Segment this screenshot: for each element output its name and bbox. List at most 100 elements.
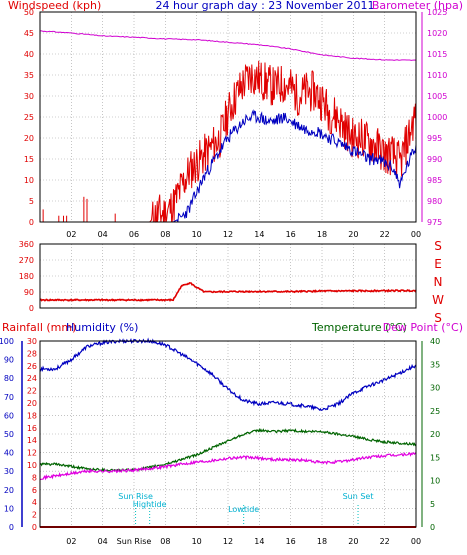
x-tick-label: 18: [317, 537, 327, 546]
windspeed-axis-title: Windspeed (kph): [8, 0, 101, 12]
rainfall-tick-label: 2: [32, 511, 37, 520]
barometer-tick-label: 975: [427, 218, 442, 227]
wind-direction-tick-label: 360: [19, 240, 34, 249]
windspeed-tick-label: 35: [24, 71, 34, 80]
compass-letter: S: [434, 239, 442, 253]
x-tick-label: 10: [192, 537, 202, 546]
humidity-tick-label: 90: [4, 356, 14, 365]
rainfall-tick-label: 18: [27, 411, 37, 420]
humidity-axis-title: Humidity (%): [66, 321, 138, 334]
barometer-tick-label: 985: [427, 176, 442, 185]
x-tick-label: 14: [254, 230, 264, 239]
x-tick-label: 06: [129, 230, 139, 239]
temperature-tick-label: 20: [430, 430, 440, 439]
dewpoint-axis-title: Dew Point (°C): [383, 321, 463, 334]
rainfall-tick-label: 0: [32, 523, 37, 532]
barometer-tick-label: 1020: [427, 29, 447, 38]
x-tick-label: 00: [411, 230, 421, 239]
rainfall-tick-label: 28: [27, 349, 37, 358]
humidity-tick-label: 60: [4, 411, 14, 420]
rainfall-tick-label: 8: [32, 473, 37, 482]
event-annotation-label: Hightide: [133, 500, 167, 509]
compass-letter: N: [434, 275, 443, 289]
rainfall-tick-label: 24: [27, 374, 37, 383]
compass-letter: W: [432, 293, 444, 307]
temperature-axis-title: Temperature (°C): [311, 321, 407, 334]
rainfall-tick-label: 4: [32, 498, 37, 507]
temperature-tick-label: 15: [430, 453, 440, 462]
rainfall-tick-label: 6: [32, 486, 37, 495]
temperature-line: [39, 427, 417, 473]
x-tick-label: 02: [66, 537, 76, 546]
windspeed-tick-label: 50: [24, 8, 34, 17]
x-tick-label: 12: [223, 230, 233, 239]
barometer-tick-label: 1010: [427, 71, 447, 80]
temperature-tick-label: 30: [430, 384, 440, 393]
rainfall-tick-label: 20: [27, 399, 37, 408]
x-tick-label: Sun Rise: [117, 537, 152, 546]
x-tick-label: 16: [286, 537, 296, 546]
barometer-tick-label: 1025: [427, 8, 447, 17]
x-tick-label: 02: [66, 230, 76, 239]
windspeed-tick-label: 15: [24, 155, 34, 164]
x-tick-label: 08: [160, 230, 170, 239]
humidity-tick-label: 50: [4, 430, 14, 439]
temperature-tick-label: 35: [430, 360, 440, 369]
x-tick-label: 12: [223, 537, 233, 546]
temperature-tick-label: 0: [430, 523, 435, 532]
humidity-plot-frame: [39, 340, 417, 528]
x-tick-label: 18: [317, 230, 327, 239]
x-tick-label: 04: [98, 537, 108, 546]
rainfall-tick-label: 12: [27, 449, 37, 458]
rainfall-tick-label: 22: [27, 387, 37, 396]
wind-direction-tick-label: 180: [19, 272, 34, 281]
barometer-tick-label: 1005: [427, 92, 447, 101]
windspeed-tick-label: 10: [24, 176, 34, 185]
temperature-tick-label: 10: [430, 477, 440, 486]
windspeed-tick-label: 5: [29, 197, 34, 206]
barometer-tick-label: 990: [427, 155, 442, 164]
humidity-tick-label: 100: [0, 337, 14, 346]
barometer-tick-label: 980: [427, 197, 442, 206]
compass-letter: E: [434, 257, 442, 271]
wind-direction-plot-frame: [39, 243, 417, 309]
temperature-tick-label: 5: [430, 500, 435, 509]
rainfall-axis-title: Rainfall (mm): [2, 321, 76, 334]
windspeed-tick-label: 45: [24, 29, 34, 38]
rainfall-tick-label: 16: [27, 424, 37, 433]
windspeed-tick-label: 40: [24, 50, 34, 59]
x-tick-label: 00: [411, 537, 421, 546]
barometer-tick-label: 995: [427, 134, 442, 143]
x-tick-label: 22: [380, 537, 390, 546]
rainfall-tick-label: 14: [27, 436, 37, 445]
x-tick-label: 10: [192, 230, 202, 239]
humidity-tick-label: 80: [4, 374, 14, 383]
humidity-tick-label: 30: [4, 467, 14, 476]
temperature-tick-label: 40: [430, 337, 440, 346]
windspeed-tick-label: 30: [24, 92, 34, 101]
event-annotation-label: Lowtide: [228, 505, 259, 514]
x-tick-label: 16: [286, 230, 296, 239]
chart-title: 24 hour graph day : 23 November 2011: [155, 0, 374, 12]
humidity-line: [39, 337, 417, 412]
windspeed-tick-label: 0: [29, 218, 34, 227]
wind-direction-tick-label: 90: [24, 288, 34, 297]
x-tick-label: 20: [348, 537, 358, 546]
windspeed-tick-label: 25: [24, 113, 34, 122]
wind-direction-tick-label: 0: [29, 304, 34, 313]
humidity-tick-label: 0: [9, 523, 14, 532]
barometer-line: [40, 30, 417, 61]
humidity-tick-label: 70: [4, 393, 14, 402]
humidity-tick-label: 20: [4, 486, 14, 495]
humidity-tick-label: 10: [4, 504, 14, 513]
windspeed-plot-frame: [39, 11, 417, 223]
rainfall-tick-label: 26: [27, 362, 37, 371]
x-tick-label: 20: [348, 230, 358, 239]
rainfall-tick-label: 30: [27, 337, 37, 346]
x-tick-label: 04: [98, 230, 108, 239]
barometer-tick-label: 1015: [427, 50, 447, 59]
wind-direction-line: [39, 282, 417, 302]
wind-direction-tick-label: 270: [19, 256, 34, 265]
